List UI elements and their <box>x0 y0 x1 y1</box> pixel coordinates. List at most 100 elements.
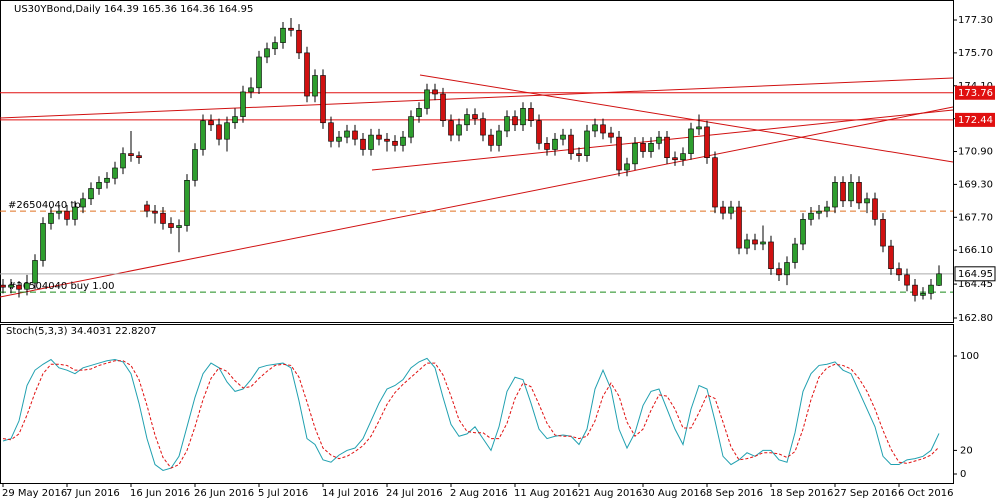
candle-body <box>176 225 182 228</box>
candle-body <box>512 116 518 126</box>
candle-body <box>328 122 334 142</box>
candle-body <box>424 89 430 109</box>
candle-body <box>88 188 94 200</box>
candle-body <box>80 198 86 208</box>
y-tick-label: 170.90 <box>958 147 993 158</box>
candle-body <box>600 124 606 134</box>
candle-body <box>456 124 462 136</box>
candle-body <box>392 140 398 146</box>
candle-body <box>296 29 302 54</box>
y-tick-label: 0 <box>960 469 966 480</box>
x-tick-label: 5 Jul 2016 <box>258 488 308 499</box>
y-tick-label: 164.45 <box>958 279 993 290</box>
y-tick-label: 166.10 <box>958 245 993 256</box>
candle-body <box>408 116 414 138</box>
candle-body <box>224 122 230 140</box>
indicator-layer <box>2 357 940 472</box>
candle-body <box>728 206 734 214</box>
candle-body <box>272 42 278 50</box>
y-tick-label: 100 <box>960 351 979 362</box>
candle-body <box>136 155 142 158</box>
x-tick-label: 18 Sep 2016 <box>770 488 833 499</box>
candle-body <box>688 128 694 154</box>
candle-body <box>128 153 134 156</box>
x-tick-label: 24 Jul 2016 <box>386 488 443 499</box>
candle-body <box>360 138 366 150</box>
candle-body <box>312 75 318 97</box>
candle-body <box>824 206 830 212</box>
stoch-line <box>2 360 940 469</box>
trendlines <box>0 74 954 298</box>
candle-body <box>632 143 638 165</box>
candle-body <box>704 126 710 158</box>
candle-body <box>768 241 774 269</box>
candle-body <box>56 210 62 214</box>
candle-body <box>624 163 630 171</box>
candle-body <box>896 268 902 276</box>
y-tick-label: 167.70 <box>958 212 993 223</box>
candle-body <box>760 241 766 245</box>
candle-body <box>216 124 222 140</box>
candle-body <box>168 223 174 228</box>
candle-body <box>248 87 254 93</box>
candle-body <box>8 284 14 288</box>
candle-body <box>232 116 238 124</box>
main-layer: #26504040 tp #26504040 buy 1.00 <box>0 17 953 302</box>
candle-body <box>928 284 934 294</box>
candle-body <box>920 293 926 296</box>
candle-body <box>664 136 670 158</box>
current-price-box <box>954 266 996 282</box>
x-tick-label: 2 Aug 2016 <box>450 488 508 499</box>
order-label: #26504040 buy 1.00 <box>8 281 115 292</box>
candle-body <box>904 274 910 286</box>
price-level-box <box>955 85 995 100</box>
candle-body <box>864 198 870 204</box>
price-level-box <box>955 112 995 127</box>
candle-body <box>800 219 806 245</box>
candle-body <box>416 108 422 117</box>
stoch-line <box>2 357 940 472</box>
candle-body <box>712 157 718 208</box>
candle-body <box>384 138 390 142</box>
candle-body <box>256 56 262 89</box>
candle-body <box>936 273 942 286</box>
x-tick-label: 27 Sep 2016 <box>834 488 897 499</box>
current-price-label: 164.95 <box>958 269 993 280</box>
candle-body <box>368 134 374 150</box>
y-tick-label: 177.30 <box>958 15 993 26</box>
x-tick-label: 7 Jun 2016 <box>66 488 120 499</box>
candle-body <box>616 136 622 171</box>
x-tick-label: 30 Aug 2016 <box>642 488 706 499</box>
candle-body <box>680 153 686 161</box>
candle-body <box>288 27 294 31</box>
candle-body <box>240 91 246 117</box>
x-tick-label: 14 Jul 2016 <box>322 488 379 499</box>
candle-body <box>856 182 862 204</box>
candle-body <box>584 130 590 156</box>
candle-body <box>464 114 470 126</box>
candle-body <box>480 118 486 136</box>
candle-body <box>16 284 22 290</box>
candle-body <box>832 182 838 208</box>
candle-body <box>440 93 446 122</box>
candle-body <box>608 132 614 138</box>
x-tick-label: 26 Jun 2016 <box>194 488 254 499</box>
x-tick-label: 16 Jun 2016 <box>130 488 190 499</box>
chart-title: US30YBond,Daily 164.39 165.36 164.36 164… <box>14 4 253 15</box>
candle-body <box>568 134 574 154</box>
candle-body <box>736 206 742 249</box>
candle-body <box>96 182 102 189</box>
candle-body <box>264 48 270 58</box>
y-tick-label: 20 <box>960 445 973 456</box>
candle-body <box>24 282 30 290</box>
candle-body <box>152 210 158 214</box>
candle-body <box>520 108 526 126</box>
candle-body <box>320 75 326 124</box>
y-tick-label: 175.70 <box>958 48 993 59</box>
candle-body <box>848 182 854 202</box>
candle-body <box>872 198 878 220</box>
candle-body <box>544 143 550 150</box>
candle-body <box>648 143 654 152</box>
candle-body <box>352 130 358 140</box>
